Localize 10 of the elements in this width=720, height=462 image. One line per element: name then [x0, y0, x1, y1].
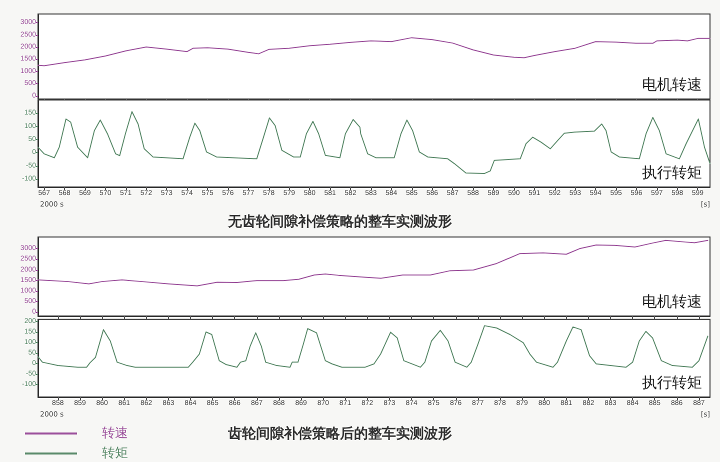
annotation: 电机转速 [642, 76, 702, 94]
annotation: 电机转速 [642, 292, 702, 310]
line-series [38, 37, 710, 66]
text: 无齿轮间隙补偿策略的整车实测波形 [227, 213, 452, 230]
text: 齿轮间隙补偿策略后的整车实测波形 [227, 425, 452, 442]
line-series [38, 325, 708, 368]
annotation: 执行转矩 [642, 374, 702, 392]
annotation: 执行转矩 [642, 164, 702, 182]
legend-label: 转矩 [102, 446, 128, 461]
legend-label: 转速 [102, 426, 128, 441]
